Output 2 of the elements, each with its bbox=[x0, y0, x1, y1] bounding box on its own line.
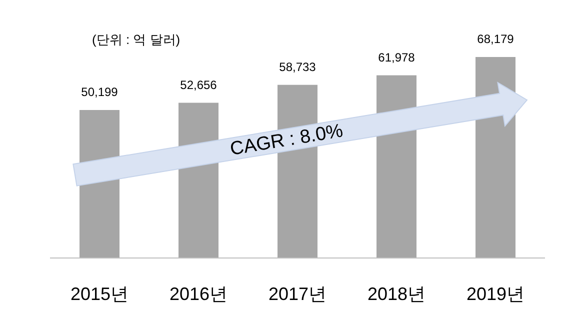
annotation: CAGR : 8.0% bbox=[228, 120, 345, 160]
annotation: (단위 : 억 달러) bbox=[92, 32, 180, 47]
